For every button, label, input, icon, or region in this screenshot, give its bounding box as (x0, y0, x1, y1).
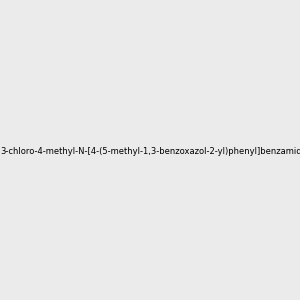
Text: 3-chloro-4-methyl-N-[4-(5-methyl-1,3-benzoxazol-2-yl)phenyl]benzamide: 3-chloro-4-methyl-N-[4-(5-methyl-1,3-ben… (0, 147, 300, 156)
